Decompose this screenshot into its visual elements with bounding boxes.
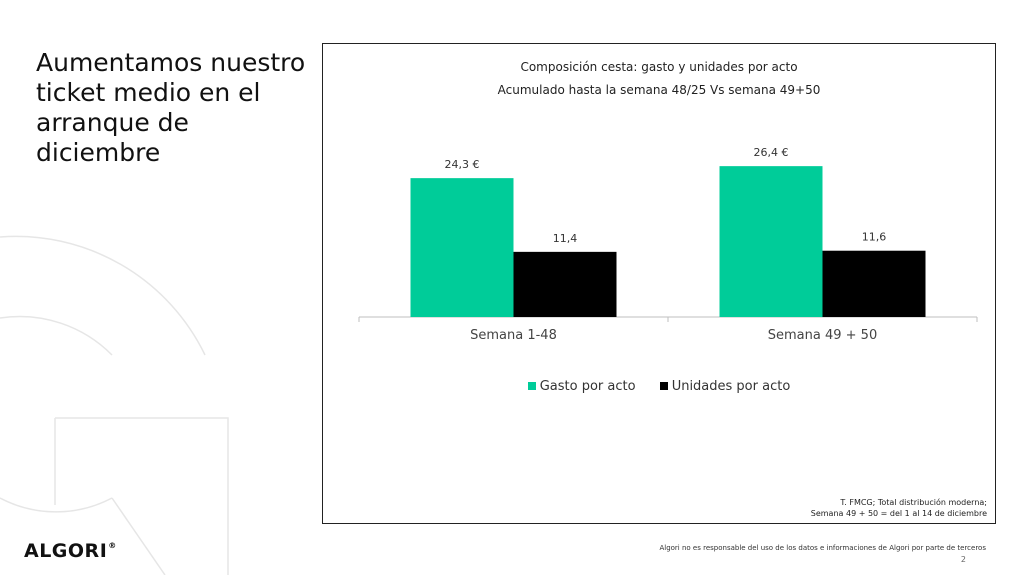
- x-tick-label: Semana 49 + 50: [768, 328, 877, 343]
- bar-gasto-0: [410, 178, 514, 317]
- chart-legend: Gasto por acto Unidades por acto: [323, 379, 995, 394]
- disclaimer: Algori no es responsable del uso de los …: [659, 544, 986, 552]
- chart-source-note: T. FMCG; Total distribución moderna; Sem…: [811, 497, 987, 519]
- legend-label-unidades: Unidades por acto: [671, 379, 791, 394]
- legend-label-gasto: Gasto por acto: [539, 379, 636, 394]
- data-label: 26,4 €: [754, 146, 789, 159]
- page-number: 2: [960, 555, 966, 564]
- algori-logo: ALGORI®: [24, 540, 117, 562]
- data-label: 11,4: [553, 232, 578, 245]
- data-label: 11,6: [862, 231, 887, 244]
- source-line-1: T. FMCG; Total distribución moderna;: [840, 498, 987, 507]
- legend-item-unidades: Unidades por acto: [659, 379, 791, 394]
- bar-chart: 24,3 € 11,4 Semana 1-48 26,4 € 11,6 Semana 49…: [358, 146, 978, 343]
- bar-unidades-1: [822, 250, 926, 317]
- data-label: 24,3 €: [445, 158, 480, 171]
- logo-text: ALGORI: [24, 540, 108, 562]
- legend-swatch-gasto: [527, 382, 536, 390]
- legend-swatch-unidades: [659, 382, 668, 390]
- x-tick-label: Semana 1-48: [470, 328, 557, 343]
- registered-mark: ®: [108, 541, 117, 550]
- background-logo-mark: [0, 235, 229, 575]
- chart-title: Composición cesta: gasto y unidades por …: [520, 60, 798, 74]
- bar-gasto-1: [719, 166, 823, 317]
- slide-headline: Aumentamos nuestro ticket medio en el ar…: [36, 48, 306, 167]
- bar-unidades-0: [513, 251, 617, 317]
- chart-frame: Composición cesta: gasto y unidades por …: [322, 43, 996, 524]
- source-line-2: Semana 49 + 50 = del 1 al 14 de diciembr…: [810, 509, 987, 518]
- legend-item-gasto: Gasto por acto: [527, 379, 636, 394]
- chart-subtitle: Acumulado hasta la semana 48/25 Vs seman…: [497, 83, 821, 97]
